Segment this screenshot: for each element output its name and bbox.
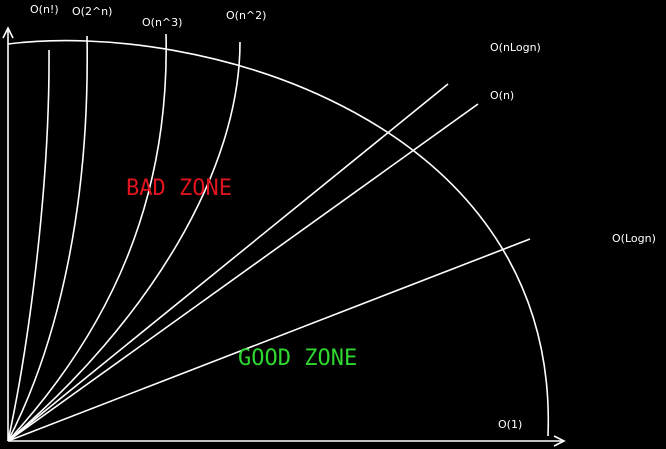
x-axis-arrow (553, 435, 566, 447)
label-linear: O(n) (490, 89, 514, 102)
boundary-arc (7, 39, 549, 437)
good-zone-label: GOOD ZONE (238, 346, 357, 371)
curve-exponential (7, 35, 89, 442)
label-nlogn: O(nLogn) (490, 41, 541, 54)
label-cubic: O(n^3) (142, 16, 182, 29)
curve-factorial (7, 49, 50, 442)
curve-quadratic (7, 41, 241, 442)
curve-cubic (7, 33, 167, 442)
label-factorial: O(n!) (30, 3, 59, 16)
curve-logn (7, 238, 531, 442)
growth-curves (7, 33, 531, 442)
bad-zone-label: BAD ZONE (126, 176, 232, 201)
label-quadratic: O(n^2) (226, 9, 266, 22)
y-axis-arrow (2, 26, 14, 39)
label-logn: O(Logn) (612, 232, 656, 245)
label-exponential: O(2^n) (72, 5, 112, 18)
curve-labels: O(n!) O(2^n) O(n^3) O(n^2) O(nLogn) O(n)… (30, 3, 656, 431)
curve-linear (7, 103, 479, 442)
axes (2, 26, 566, 447)
curve-nlogn (7, 83, 449, 442)
label-constant: O(1) (498, 418, 522, 431)
